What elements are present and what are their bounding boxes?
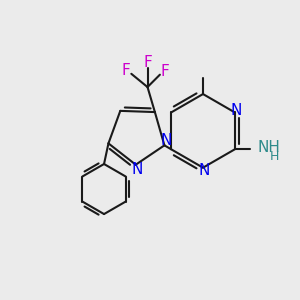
Text: N: N xyxy=(160,134,172,148)
Text: N: N xyxy=(131,162,143,177)
Text: N: N xyxy=(199,163,210,178)
Text: N: N xyxy=(231,103,242,118)
Text: F: F xyxy=(161,64,170,79)
Text: F: F xyxy=(143,55,152,70)
Text: F: F xyxy=(122,63,130,78)
Text: H: H xyxy=(270,150,279,163)
Text: NH: NH xyxy=(258,140,281,155)
